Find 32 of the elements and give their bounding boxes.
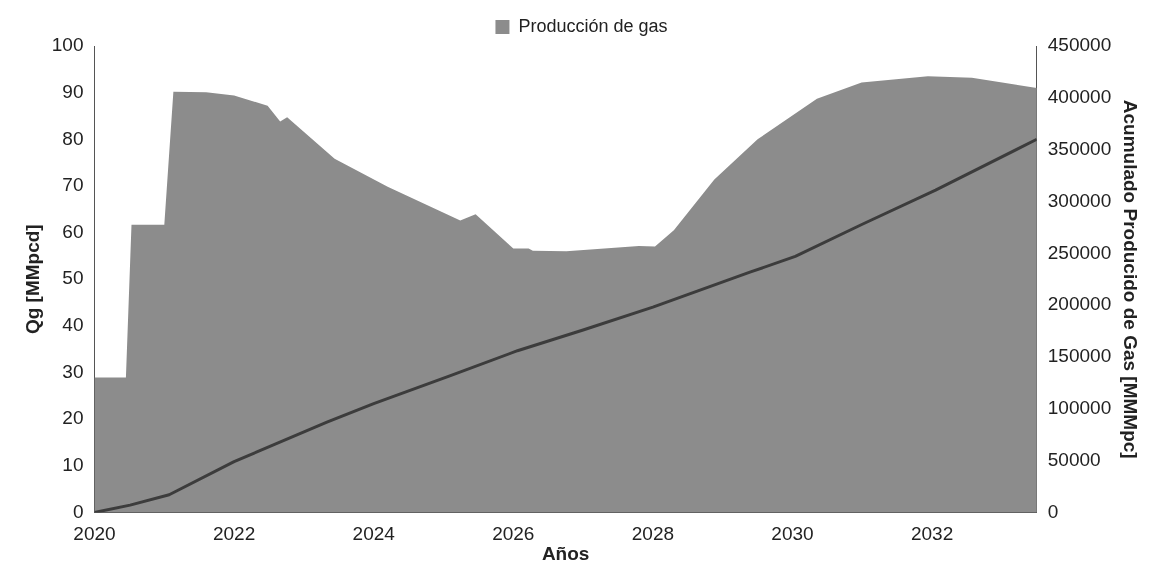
y2-tick-label: 400000 <box>1047 86 1112 108</box>
y2-tick-label: 300000 <box>1047 189 1112 211</box>
y-tick-label: 90 <box>62 80 84 102</box>
y-tick-label: 70 <box>62 174 84 196</box>
x-tick-label: 2024 <box>352 523 396 545</box>
y2-tick-label: 200000 <box>1047 293 1112 315</box>
y-tick-label: 50 <box>62 267 84 289</box>
y2-tick-label: 100000 <box>1047 396 1112 418</box>
y-tick-label: 20 <box>62 407 84 429</box>
x-tick-label: 2032 <box>910 523 954 545</box>
y2-tick-label: 50000 <box>1047 448 1101 470</box>
y-tick-label: 10 <box>62 453 84 475</box>
legend-label: Producción de gas <box>518 15 668 36</box>
y2-tick-label: 350000 <box>1047 137 1112 159</box>
y-tick-label: 80 <box>62 127 84 149</box>
y-axis-title: Qg [MMpcd] <box>21 224 43 335</box>
y2-axis-title: Acumulado Producido de Gas [MMMpc] <box>1120 99 1142 459</box>
y-tick-label: 60 <box>62 220 84 242</box>
x-tick-label: 2030 <box>771 523 814 545</box>
y2-tick-label: 250000 <box>1047 241 1112 263</box>
y2-tick-label: 150000 <box>1047 345 1112 367</box>
x-tick-label: 2020 <box>73 523 116 545</box>
y-tick-label: 30 <box>62 360 84 382</box>
y-tick-label: 40 <box>62 314 84 336</box>
x-tick-label: 2022 <box>212 523 256 545</box>
y-tick-label: 100 <box>51 34 84 56</box>
y2-tick-label: 450000 <box>1047 34 1112 56</box>
y-tick-label: 0 <box>72 500 84 522</box>
x-tick-label: 2028 <box>631 523 675 545</box>
x-axis-title: Años <box>541 542 590 564</box>
y2-tick-label: 0 <box>1047 500 1059 522</box>
x-tick-label: 2026 <box>492 523 535 545</box>
